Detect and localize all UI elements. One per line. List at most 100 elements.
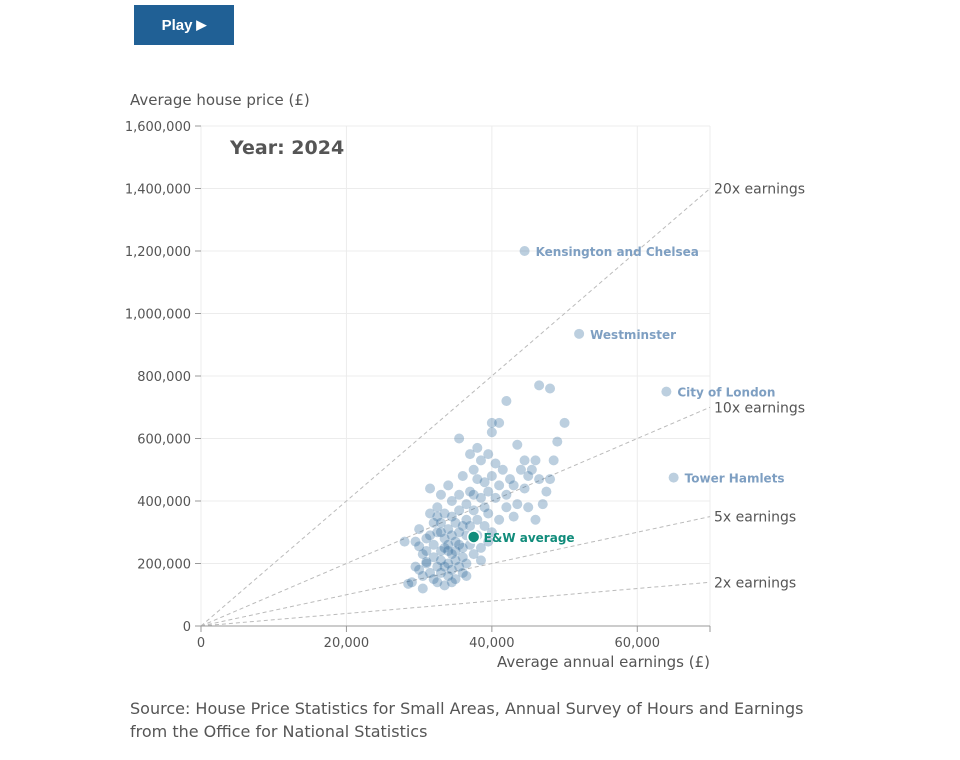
data-point [490,458,501,469]
data-point [435,567,446,578]
data-point [457,567,468,578]
data-point [479,502,490,513]
data-point [454,561,465,572]
data-point [439,580,450,591]
data-point [450,536,461,547]
data-point [537,499,548,510]
data-point [428,517,439,528]
data-point [494,480,505,491]
data-point [443,480,454,491]
labelled-point [519,246,530,256]
data-point [414,541,425,552]
ratio-line-label: 5x earnings [714,510,796,526]
data-point [486,527,497,538]
data-point [439,542,450,553]
ratio-line [200,516,711,627]
data-point [472,442,483,453]
data-point [421,533,432,544]
data-point [465,486,476,497]
data-point [486,471,497,481]
data-point [425,508,436,519]
data-point [421,546,432,556]
data-point [505,474,516,485]
data-point [530,514,541,525]
x-tick-label: 20,000 [324,636,370,651]
data-point [457,542,468,553]
point-label: City of London [677,386,775,400]
data-point [501,396,512,406]
data-point [475,455,486,466]
play-button[interactable]: Play ▶ [134,5,234,45]
ratio-lines: 20x earnings 10x earnings 5x earnings 2x ea… [200,182,805,627]
data-point [472,474,483,485]
y-tick-label: 1,000,000 [125,308,191,323]
gridlines [200,125,711,627]
data-point [472,514,483,525]
data-point [494,417,505,428]
data-point [454,505,465,516]
scatter-chart: 20x earnings 10x earnings 5x earnings 2x ea… [125,91,805,671]
data-point [410,561,421,572]
data-point [414,524,425,535]
data-point [454,433,465,444]
data-point [483,486,494,497]
data-point [468,489,479,500]
data-point [446,549,457,560]
data-point [435,555,446,566]
data-point [428,539,439,550]
data-point [406,577,417,588]
data-point [483,508,494,519]
data-point [417,583,428,594]
data-point [548,455,559,466]
data-point [425,530,436,541]
data-point [552,436,563,447]
data-point [534,380,545,391]
data-point [479,477,490,488]
data-point [454,539,465,550]
data-point [432,527,443,538]
data-point [432,511,443,522]
data-point [414,564,425,575]
play-button-label: Play [161,16,193,34]
data-point [465,521,476,531]
data-point [435,517,446,528]
data-point [443,539,454,550]
ratio-line-label: 20x earnings [714,182,805,198]
source-note: Source: House Price Statistics for Small… [130,699,804,741]
data-point [559,417,570,428]
point-label: Westminster [590,328,676,342]
point-labels: Kensington and Chelsea Westminster City of… [484,245,785,545]
axes: 0 200,000 400,000 600,000 800,000 1,000,000 1,… [125,120,711,651]
data-point [468,505,479,516]
data-point [490,492,501,503]
data-point [446,511,457,522]
data-point [399,536,410,547]
data-point [465,449,476,460]
data-point [545,474,556,485]
data-point [432,577,443,588]
labelled-point [661,386,672,397]
data-point [446,530,457,541]
data-point [486,417,497,428]
data-point [443,546,454,556]
data-point [450,546,461,556]
data-point [443,571,454,581]
data-point [446,496,457,506]
play-icon: ▶ [196,17,207,32]
data-point [428,574,439,585]
data-point [446,564,457,575]
data-point [425,483,436,494]
data-point [421,558,432,569]
data-point [483,449,494,460]
y-tick-label: 0 [183,620,191,635]
data-point [461,499,472,510]
data-point [461,571,472,581]
data-point [530,455,541,466]
data-point [457,521,468,531]
y-tick-label: 400,000 [137,495,191,510]
labelled-point [668,472,679,483]
ratio-line [200,581,711,627]
data-point [523,471,534,481]
data-point [417,571,428,581]
data-point [515,464,526,475]
